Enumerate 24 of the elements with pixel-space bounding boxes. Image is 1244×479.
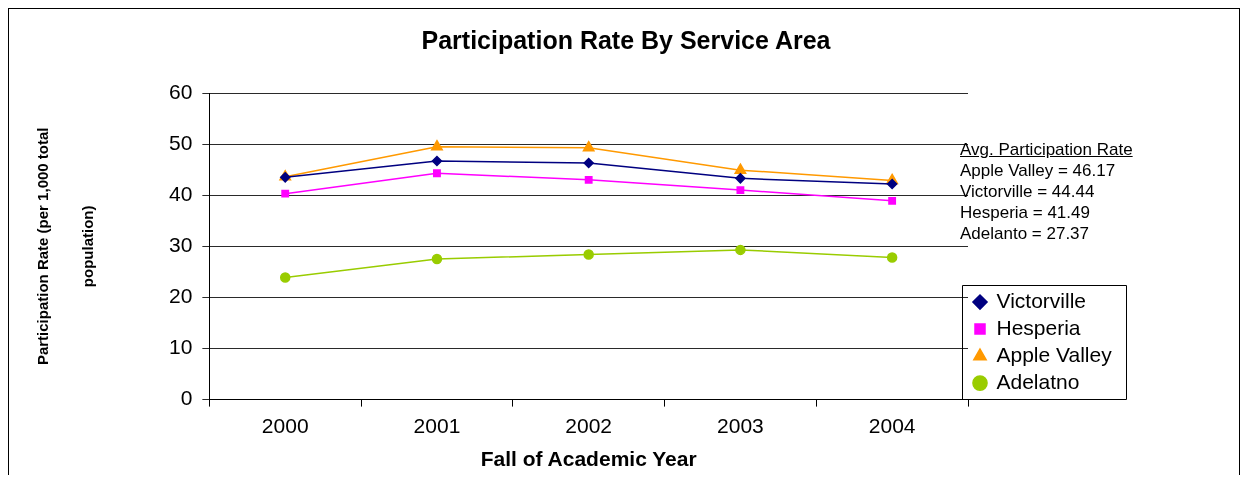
legend-label: Apple Valley — [996, 342, 1113, 366]
x-tick-label: 2004 — [868, 414, 916, 437]
text: Participation Rate (per 1,000 total population) — [33, 127, 96, 366]
annotation: Hesperia = 41.49 — [960, 202, 1091, 223]
x-tick-label: 2000 — [261, 414, 309, 437]
y-tick-label: 50 — [169, 130, 193, 154]
chart-title: Participation Rate By Service Area — [421, 25, 832, 54]
legend-label: Hesperia — [996, 315, 1081, 339]
y-tick-label: 20 — [169, 284, 193, 308]
y-tick-label: 0 — [180, 386, 193, 410]
x-tick-label: 2002 — [565, 414, 613, 437]
y-tick-label: 10 — [169, 335, 193, 359]
x-tick-label: 2003 — [717, 414, 764, 437]
legend-label: Adelatno — [996, 369, 1080, 393]
annotation: Apple Valley = 46.17 — [960, 160, 1117, 181]
annotation: Avg. Participation Rate — [960, 139, 1133, 160]
legend-label: Victorville — [996, 288, 1086, 312]
annotation: Adelanto = 27.37 — [960, 223, 1091, 244]
y-tick-label: 40 — [169, 182, 193, 205]
y-tick-label: 30 — [169, 233, 193, 257]
y-tick-label: 60 — [169, 79, 193, 103]
x-axis-title: Fall of Academic Year — [480, 447, 697, 471]
x-tick-label: 2001 — [413, 414, 461, 437]
annotation: Victorville = 44.44 — [960, 181, 1096, 202]
